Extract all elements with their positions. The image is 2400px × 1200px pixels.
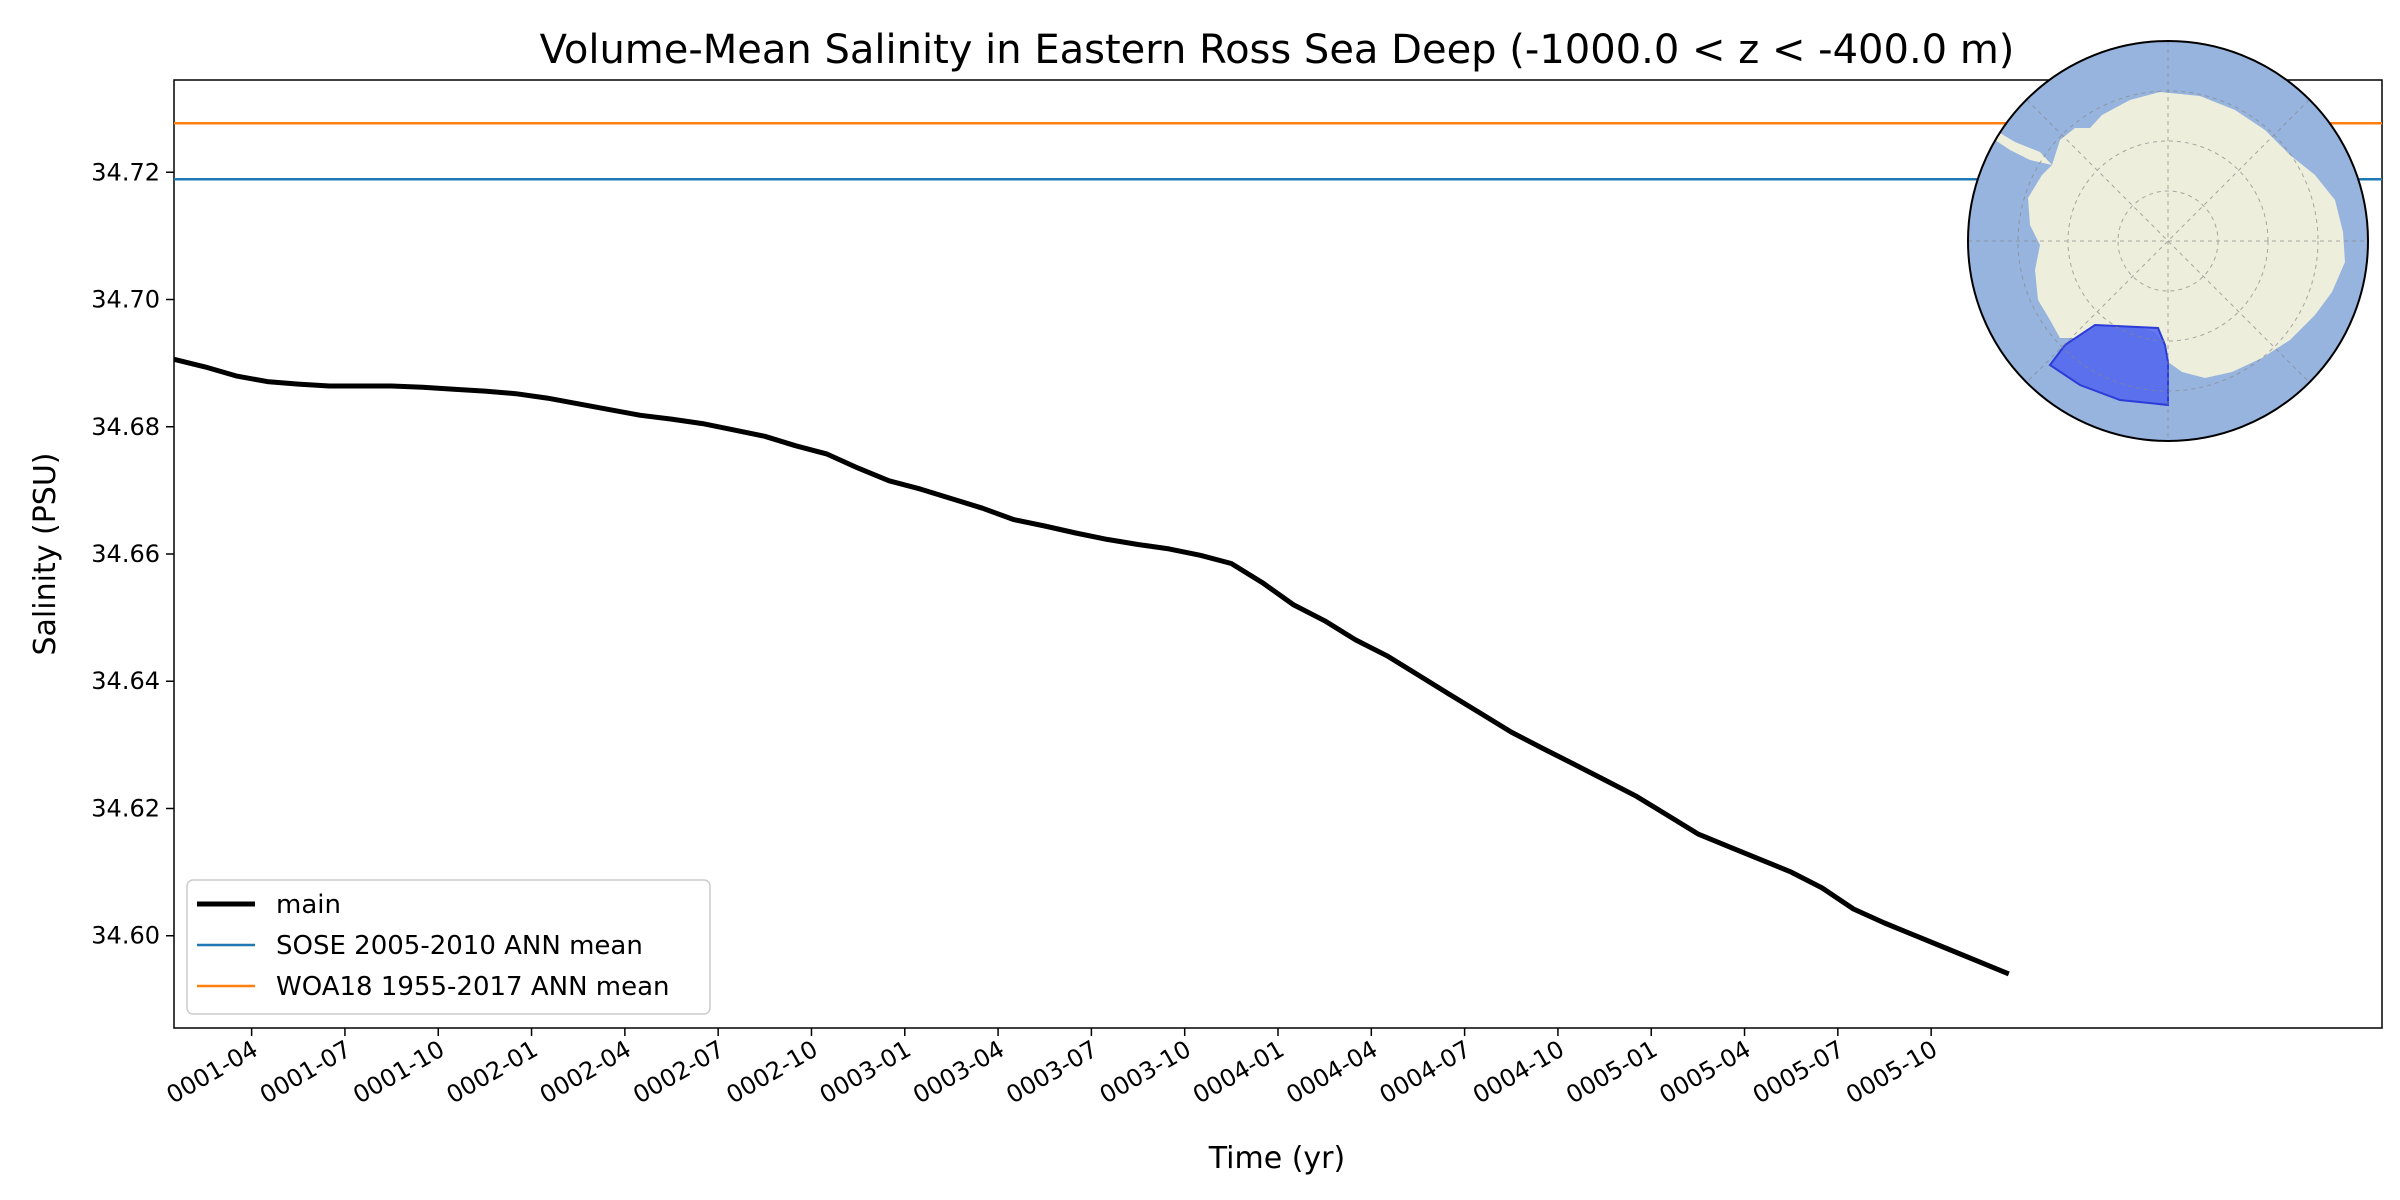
- legend: main SOSE 2005-2010 ANN mean WOA18 1955-…: [186, 879, 711, 1015]
- legend-box: [186, 879, 711, 1015]
- map-graticule: [1968, 41, 2368, 441]
- chart-title: Volume-Mean Salinity in Eastern Ross Sea…: [540, 27, 2015, 73]
- eastern-ross-sea-region: [2048, 323, 2169, 407]
- map-border: [1967, 40, 2369, 442]
- y-tick-label: 34.64: [91, 667, 160, 695]
- y-tick-label: 34.62: [91, 794, 160, 822]
- inset-map: [1967, 40, 2369, 442]
- legend-label-woa: WOA18 1955-2017 ANN mean: [276, 972, 670, 1002]
- y-tick-label: 34.60: [91, 922, 160, 950]
- x-axis-label: Time (yr): [1208, 1141, 1345, 1176]
- y-tick-label: 34.66: [91, 540, 160, 568]
- y-tick-label: 34.68: [91, 413, 160, 441]
- y-axis: 34.60 34.62 34.64 34.66 34.68 34.70 34.72: [91, 158, 174, 950]
- series-line-main: [173, 356, 2010, 977]
- antarctica-landmass: [2028, 92, 2345, 378]
- y-tick-label: 34.70: [91, 286, 160, 314]
- legend-label-sose: SOSE 2005-2010 ANN mean: [276, 931, 643, 961]
- y-axis-label: Salinity (PSU): [28, 453, 63, 656]
- legend-label-main: main: [276, 890, 341, 920]
- antarctic-peninsula: [1985, 128, 2052, 165]
- y-tick-label: 34.72: [91, 158, 160, 186]
